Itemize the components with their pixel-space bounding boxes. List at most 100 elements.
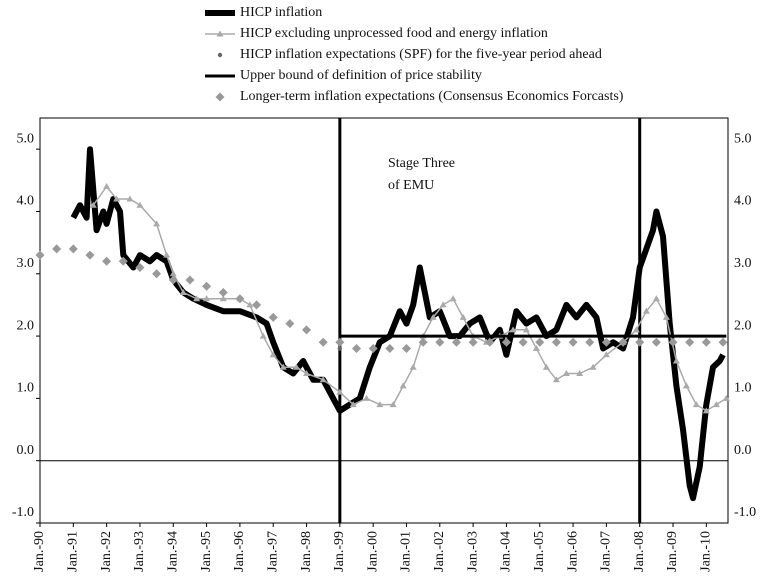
x-tick-label: Jan.-09 (665, 531, 680, 572)
marker (126, 195, 134, 202)
marker (153, 220, 161, 227)
legend-label: HICP excluding unprocessed food and ener… (240, 26, 548, 41)
marker (692, 401, 700, 408)
marker (163, 251, 171, 258)
marker (335, 337, 345, 347)
legend-item: Longer-term inflation expectations (Cons… (215, 89, 624, 104)
marker (718, 337, 728, 347)
x-tick-label: Jan.-04 (499, 531, 514, 572)
y-tick-label: 4.0 (17, 194, 35, 209)
legend-symbol (217, 52, 223, 58)
marker (193, 295, 201, 302)
marker (589, 363, 597, 370)
legend-item: HICP inflation (205, 5, 322, 20)
marker (449, 295, 457, 302)
marker (409, 363, 417, 370)
x-tick-label: Jan.-97 (265, 531, 280, 572)
y2-tick-label: 5.0 (734, 131, 752, 146)
x-tick-label: Jan.-06 (565, 531, 580, 572)
marker (501, 337, 511, 347)
marker (259, 332, 267, 339)
x-tick-label: Jan.-10 (699, 531, 714, 572)
marker (429, 313, 437, 320)
marker (168, 275, 178, 285)
marker (468, 337, 478, 347)
y2-tick-label: 3.0 (734, 256, 752, 271)
legend-item: HICP excluding unprocessed food and ener… (205, 26, 548, 41)
legend-item: Upper bound of definition of price stabi… (205, 68, 482, 83)
series (70, 146, 726, 502)
marker (662, 313, 670, 320)
marker (35, 250, 45, 260)
legend-label: HICP inflation (240, 5, 322, 20)
marker (576, 369, 584, 376)
marker (485, 337, 495, 347)
marker (509, 326, 517, 333)
marker (385, 344, 395, 354)
legend-label: Upper bound of definition of price stabi… (240, 68, 482, 83)
y2-tick-label: 0.0 (734, 443, 752, 458)
marker (302, 325, 312, 335)
plot-frame (39, 117, 729, 524)
marker (268, 312, 278, 322)
x-tick-label: Jan.-91 (66, 531, 81, 572)
series (35, 244, 728, 354)
marker (52, 244, 62, 254)
marker (632, 326, 640, 333)
marker (551, 337, 561, 347)
marker (103, 183, 111, 190)
marker (712, 401, 720, 408)
marker (635, 337, 645, 347)
marker (279, 363, 287, 370)
marker (136, 201, 144, 208)
marker (435, 337, 445, 347)
x-tick-label: Jan.-94 (165, 531, 180, 572)
marker (185, 275, 195, 285)
marker (319, 376, 327, 383)
y2-tick-label: 1.0 (734, 381, 752, 396)
x-tick-label: Jan.-03 (465, 531, 480, 572)
marker (135, 263, 145, 273)
marker (522, 326, 530, 333)
marker (401, 344, 411, 354)
x-tick-label: Jan.-08 (632, 531, 647, 572)
marker (368, 344, 378, 354)
marker (336, 388, 344, 395)
marker (376, 401, 384, 408)
marker (246, 301, 254, 308)
x-tick-label: Jan.-99 (332, 531, 347, 572)
marker (642, 307, 650, 314)
marker (451, 337, 461, 347)
marker (152, 269, 162, 279)
marker (399, 382, 407, 389)
marker (202, 281, 212, 291)
marker (682, 382, 690, 389)
marker (535, 337, 545, 347)
annotation: Stage Three (388, 156, 455, 171)
marker (652, 295, 660, 302)
marker (68, 244, 78, 254)
legend-symbol (215, 92, 225, 102)
marker (668, 337, 678, 347)
marker (618, 337, 628, 347)
x-tick-label: Jan.-92 (99, 531, 114, 572)
marker (562, 369, 570, 376)
marker (439, 301, 447, 308)
x-tick-label: Jan.-02 (432, 531, 447, 572)
marker (459, 313, 467, 320)
marker (651, 337, 661, 347)
marker (337, 346, 343, 351)
marker (89, 201, 97, 208)
y-tick-label: 3.0 (17, 256, 35, 271)
x-tick-label: Jan.-93 (132, 531, 147, 572)
marker (252, 300, 262, 310)
marker (702, 407, 710, 414)
x-tick-label: Jan.-01 (399, 531, 414, 572)
legend-symbol (216, 30, 224, 37)
marker (568, 337, 578, 347)
marker (293, 363, 301, 370)
y-tick-label: 1.0 (17, 381, 35, 396)
marker (269, 351, 277, 358)
marker (601, 337, 611, 347)
